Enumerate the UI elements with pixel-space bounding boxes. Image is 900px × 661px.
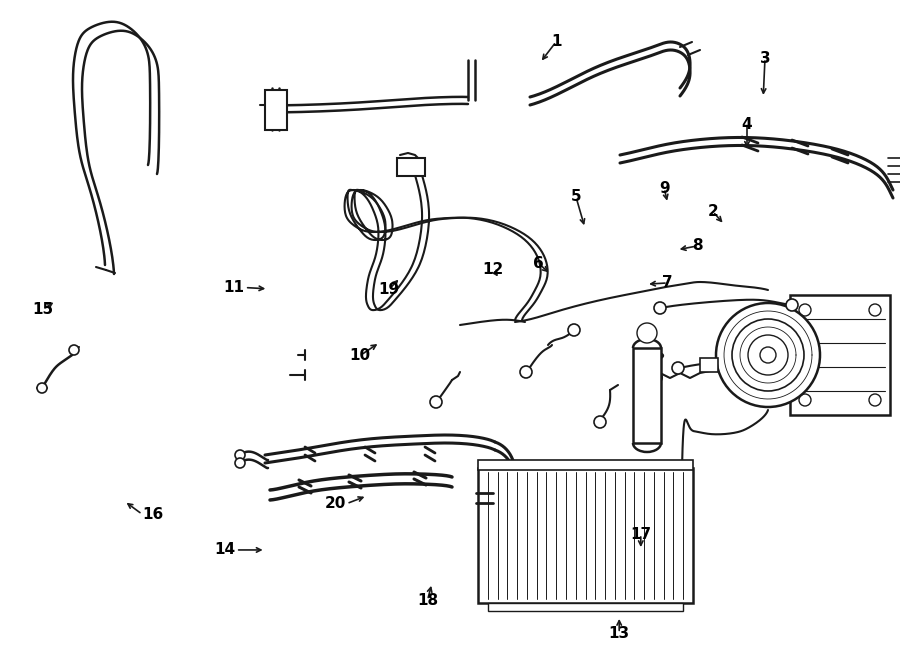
Circle shape <box>799 304 811 316</box>
Circle shape <box>235 458 245 468</box>
Text: 18: 18 <box>417 593 438 607</box>
Circle shape <box>786 299 798 311</box>
Text: 12: 12 <box>482 262 504 277</box>
Circle shape <box>430 396 442 408</box>
Text: 20: 20 <box>325 496 346 511</box>
Text: 19: 19 <box>378 282 400 297</box>
Circle shape <box>716 303 820 407</box>
Circle shape <box>760 347 776 363</box>
Text: 17: 17 <box>630 527 652 541</box>
Circle shape <box>235 450 245 460</box>
Text: 9: 9 <box>659 181 670 196</box>
Bar <box>265 90 287 130</box>
Circle shape <box>654 302 666 314</box>
Text: 15: 15 <box>32 302 54 317</box>
Bar <box>633 348 661 443</box>
Circle shape <box>869 394 881 406</box>
Text: 4: 4 <box>742 117 752 132</box>
Text: 2: 2 <box>707 204 718 219</box>
Circle shape <box>594 416 606 428</box>
Bar <box>700 358 718 372</box>
Circle shape <box>748 335 788 375</box>
Bar <box>478 468 693 603</box>
Text: 14: 14 <box>215 543 236 557</box>
Bar <box>478 460 693 470</box>
Circle shape <box>568 324 580 336</box>
Circle shape <box>732 319 804 391</box>
Bar <box>488 603 683 611</box>
Bar <box>790 295 890 415</box>
Circle shape <box>37 383 47 393</box>
Text: 5: 5 <box>571 190 581 204</box>
Circle shape <box>799 394 811 406</box>
Text: 16: 16 <box>142 507 164 522</box>
Text: 13: 13 <box>608 626 630 641</box>
Circle shape <box>672 362 684 374</box>
Text: 10: 10 <box>349 348 371 363</box>
Text: 3: 3 <box>760 51 770 65</box>
Circle shape <box>69 345 79 355</box>
Text: 1: 1 <box>551 34 562 49</box>
Bar <box>397 158 425 176</box>
Text: 6: 6 <box>533 256 544 270</box>
Text: 8: 8 <box>692 239 703 253</box>
Text: 11: 11 <box>224 280 245 295</box>
Circle shape <box>637 323 657 343</box>
Circle shape <box>520 366 532 378</box>
Text: 7: 7 <box>662 276 673 290</box>
Circle shape <box>869 304 881 316</box>
